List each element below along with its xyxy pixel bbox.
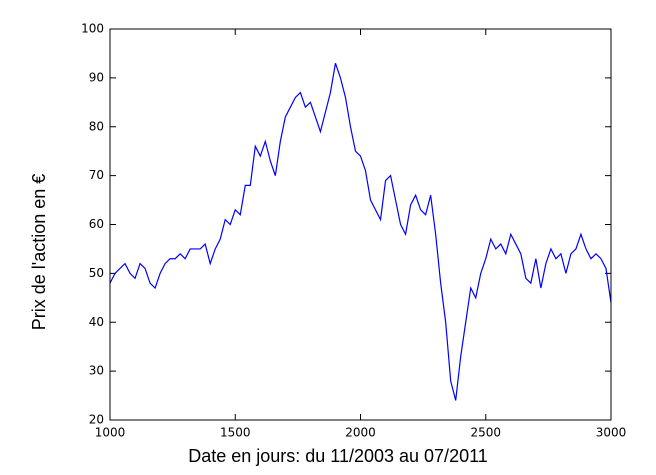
x-tick-label: 1000 bbox=[95, 426, 126, 440]
y-axis-label: Prix de l'action en € bbox=[29, 174, 49, 331]
y-tick-label: 100 bbox=[81, 22, 104, 36]
y-tick-label: 90 bbox=[89, 70, 104, 84]
y-tick-label: 50 bbox=[89, 266, 104, 280]
y-tick-label: 60 bbox=[89, 217, 104, 231]
y-tick-label: 20 bbox=[89, 413, 104, 427]
x-tick-label: 2500 bbox=[470, 426, 501, 440]
y-tick-label: 70 bbox=[89, 168, 104, 182]
y-tick-label: 40 bbox=[89, 315, 104, 329]
y-tick-label: 80 bbox=[89, 119, 104, 133]
x-axis-label: Date en jours: du 11/2003 au 07/2011 bbox=[188, 446, 488, 466]
x-tick-label: 1500 bbox=[220, 426, 251, 440]
y-tick-label: 30 bbox=[89, 364, 104, 378]
x-tick-label: 2000 bbox=[345, 426, 376, 440]
x-tick-label: 3000 bbox=[596, 426, 627, 440]
plot-frame bbox=[109, 28, 612, 421]
price-line bbox=[109, 63, 612, 401]
